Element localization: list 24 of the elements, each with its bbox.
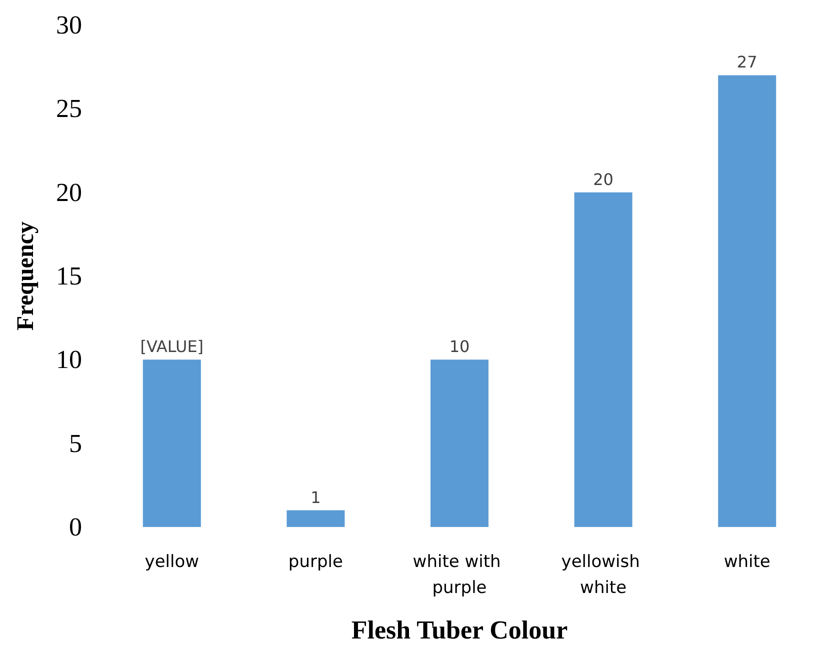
bar [142,360,201,527]
y-tick-label: 5 [69,428,82,458]
x-tick-label: yellowish white [561,552,646,598]
y-tick-label: 15 [56,262,82,290]
y-tick-label: 10 [56,345,82,374]
bar [574,192,632,527]
x-tick-label: white with purple [412,552,506,598]
y-tick-label: 30 [56,10,82,40]
data-label: 27 [736,52,758,72]
data-label: 1 [310,488,321,507]
y-axis-title: Frequency [13,222,39,330]
y-tick-label: 0 [69,512,82,542]
data-label: [VALUE] [140,337,204,356]
bar [430,360,488,527]
y-tick-label: 20 [56,178,82,207]
x-tick-label: white [724,552,770,572]
x-axis-title: Flesh Tuber Colour [351,616,568,644]
data-label: 10 [449,337,470,356]
bar [286,510,345,527]
y-tick-label: 25 [56,94,82,124]
x-tick-label: yellow [144,552,200,572]
data-label: 20 [593,170,614,189]
x-tick-label: purple [288,552,343,572]
bar [718,75,776,527]
